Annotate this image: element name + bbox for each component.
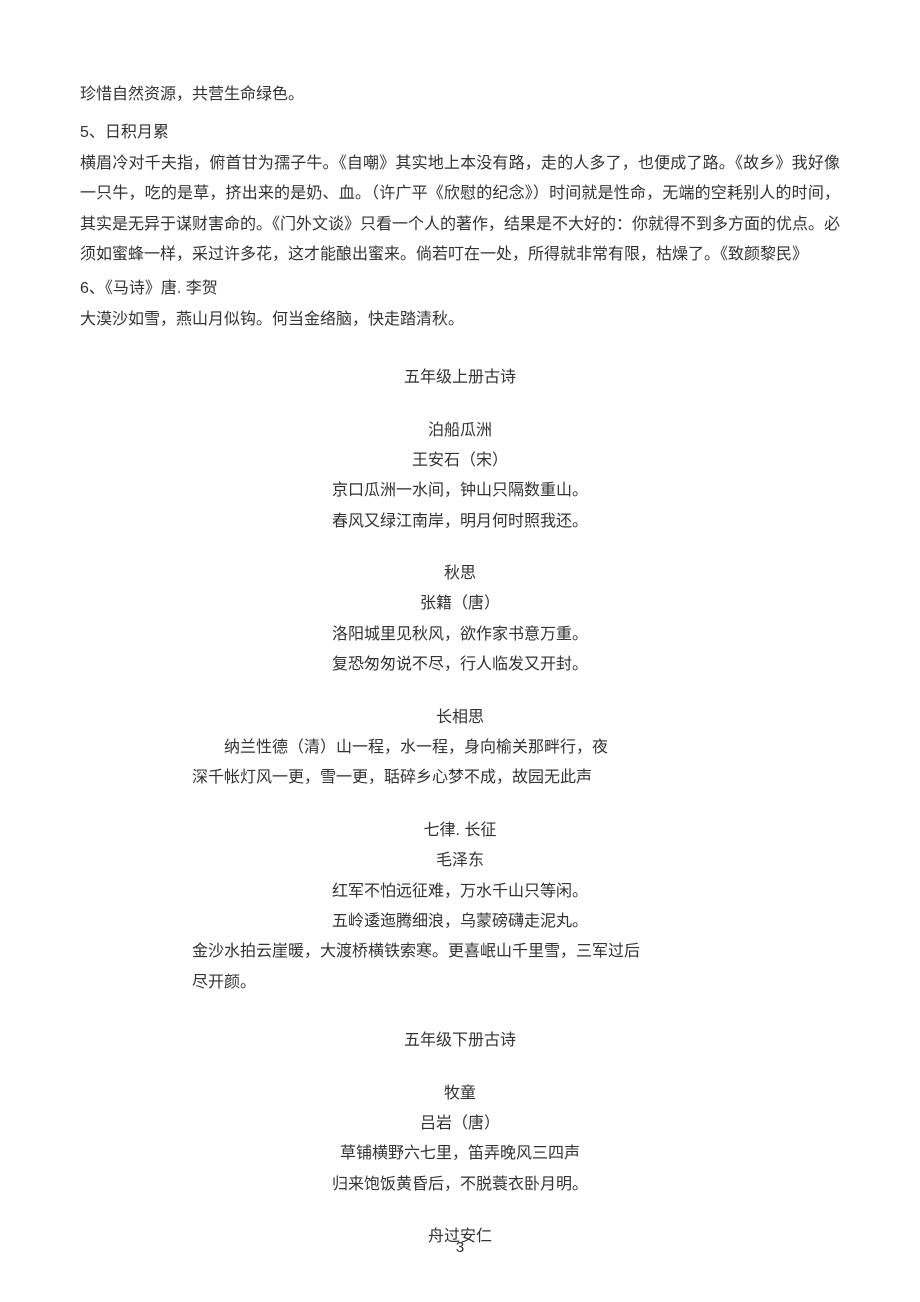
section-6-line: 大漠沙如雪，燕山月似钩。何当金络脑，快走踏清秋。 (80, 305, 840, 335)
poem4-line3b: 尽开颜。 (80, 968, 840, 998)
poem4-line2: 五岭逶迤腾细浪，乌蒙磅礴走泥丸。 (80, 907, 840, 937)
document-page: 珍惜自然资源，共营生命绿色。 5、日积月累 横眉冷对千夫指，俯首甘为孺子牛。《自… (0, 0, 920, 1302)
poem1-author: 王安石（宋） (80, 446, 840, 476)
section-5-body: 横眉冷对千夫指，俯首甘为孺子牛。《自嘲》其实地上本没有路，走的人多了，也便成了路… (80, 149, 840, 271)
section-5-heading: 5、日积月累 (80, 118, 840, 148)
poem5-line2: 归来饱饭黄昏后，不脱蓑衣卧月明。 (80, 1170, 840, 1200)
poem4-title: 七律. 长征 (80, 816, 840, 846)
poem1-line2: 春风又绿江南岸，明月何时照我还。 (80, 507, 840, 537)
poem4-line1: 红军不怕远征难，万水千山只等闲。 (80, 877, 840, 907)
poem2-line1: 洛阳城里见秋风，欲作家书意万重。 (80, 620, 840, 650)
poem5-title: 牧童 (80, 1079, 840, 1109)
poem4-author: 毛泽东 (80, 846, 840, 876)
poem4-line3a: 金沙水拍云崖暖，大渡桥横铁索寒。更喜岷山千里雪，三军过后 (80, 937, 840, 967)
poem3-title: 长相思 (80, 703, 840, 733)
poem5-line1: 草铺横野六七里，笛弄晚风三四声 (80, 1139, 840, 1169)
poem2-line2: 复恐匆匆说不尽，行人临发又开封。 (80, 650, 840, 680)
top-sentence: 珍惜自然资源，共营生命绿色。 (80, 80, 840, 110)
grade5-bottom-title: 五年级下册古诗 (80, 1026, 840, 1056)
page-number: 3 (0, 1234, 920, 1263)
poem2-author: 张籍（唐） (80, 589, 840, 619)
poem1-line1: 京口瓜洲一水间，钟山只隔数重山。 (80, 476, 840, 506)
poem5-author: 吕岩（唐） (80, 1109, 840, 1139)
poem3-body2: 深千帐灯风一更，雪一更，聒碎乡心梦不成，故园无此声 (80, 763, 840, 793)
poem2-title: 秋思 (80, 559, 840, 589)
grade5-top-title: 五年级上册古诗 (80, 363, 840, 393)
poem1-title: 泊船瓜洲 (80, 416, 840, 446)
section-6-heading: 6、《马诗》唐. 李贺 (80, 274, 840, 304)
poem3-body1: 纳兰性德（清）山一程，水一程，身向榆关那畔行，夜 (80, 733, 840, 763)
